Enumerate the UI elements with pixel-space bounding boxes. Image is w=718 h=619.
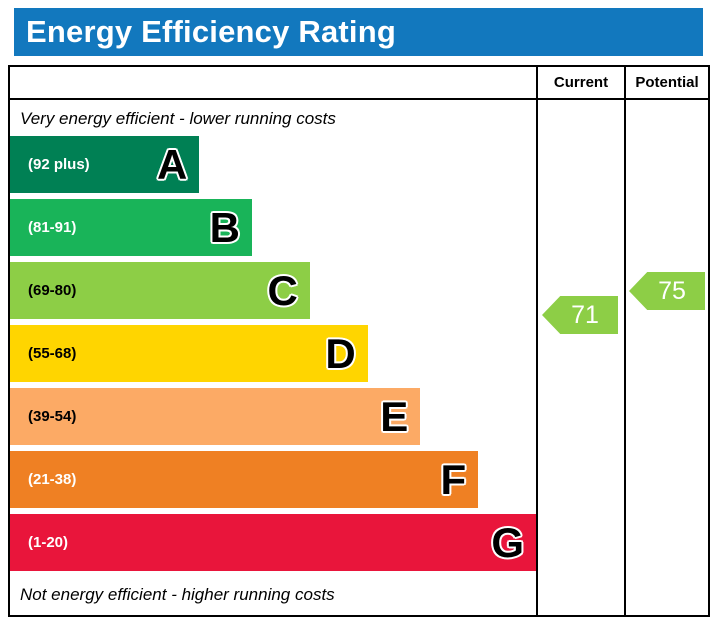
band-letter: C [267, 266, 298, 314]
band-range-label: (1-20) [28, 534, 69, 551]
caption-bottom: Not energy efficient - higher running co… [20, 585, 335, 604]
band-range-label: (69-80) [28, 282, 77, 299]
band-row: (81-91) B [10, 199, 252, 256]
band-range-label: (55-68) [28, 345, 77, 362]
rating-chart-area: Very energy efficient - lower running co… [10, 100, 536, 615]
epc-bands: (92 plus) A (81-91) B (69-80) C (55-68) … [10, 136, 536, 577]
band-range-label: (81-91) [28, 219, 77, 236]
band-range-label: (39-54) [28, 408, 77, 425]
current-rating-value: 71 [571, 300, 599, 329]
band-letter: F [440, 455, 467, 503]
band-row: (21-38) F [10, 451, 479, 508]
band-row: (92 plus) A [10, 136, 200, 193]
caption-top: Very energy efficient - lower running co… [20, 109, 336, 128]
band-letter: G [491, 518, 524, 566]
potential-column-header: Potential [624, 67, 708, 100]
epc-table: Current Potential Very energy efficient … [8, 65, 710, 617]
band-row: (55-68) D [10, 325, 368, 382]
potential-rating-arrow: 75 [629, 272, 705, 310]
band-letter: D [325, 329, 356, 377]
band-range-label: (92 plus) [28, 156, 90, 173]
potential-rating-cell: 75 [624, 100, 708, 615]
header-corner-cell [10, 67, 536, 100]
current-rating-cell: 71 [536, 100, 624, 615]
band-row: (69-80) C [10, 262, 310, 319]
band-range-label: (21-38) [28, 471, 77, 488]
band-letter: B [209, 203, 240, 251]
page-title: Energy Efficiency Rating [26, 14, 397, 49]
band-row: (39-54) E [10, 388, 421, 445]
potential-rating-value: 75 [658, 276, 686, 305]
band-row: (1-20) G [10, 514, 536, 571]
title-bar: Energy Efficiency Rating [14, 8, 703, 56]
current-column-header: Current [536, 67, 624, 100]
band-letter: E [380, 392, 409, 440]
band-letter: A [157, 140, 188, 188]
current-rating-arrow: 71 [542, 296, 618, 334]
